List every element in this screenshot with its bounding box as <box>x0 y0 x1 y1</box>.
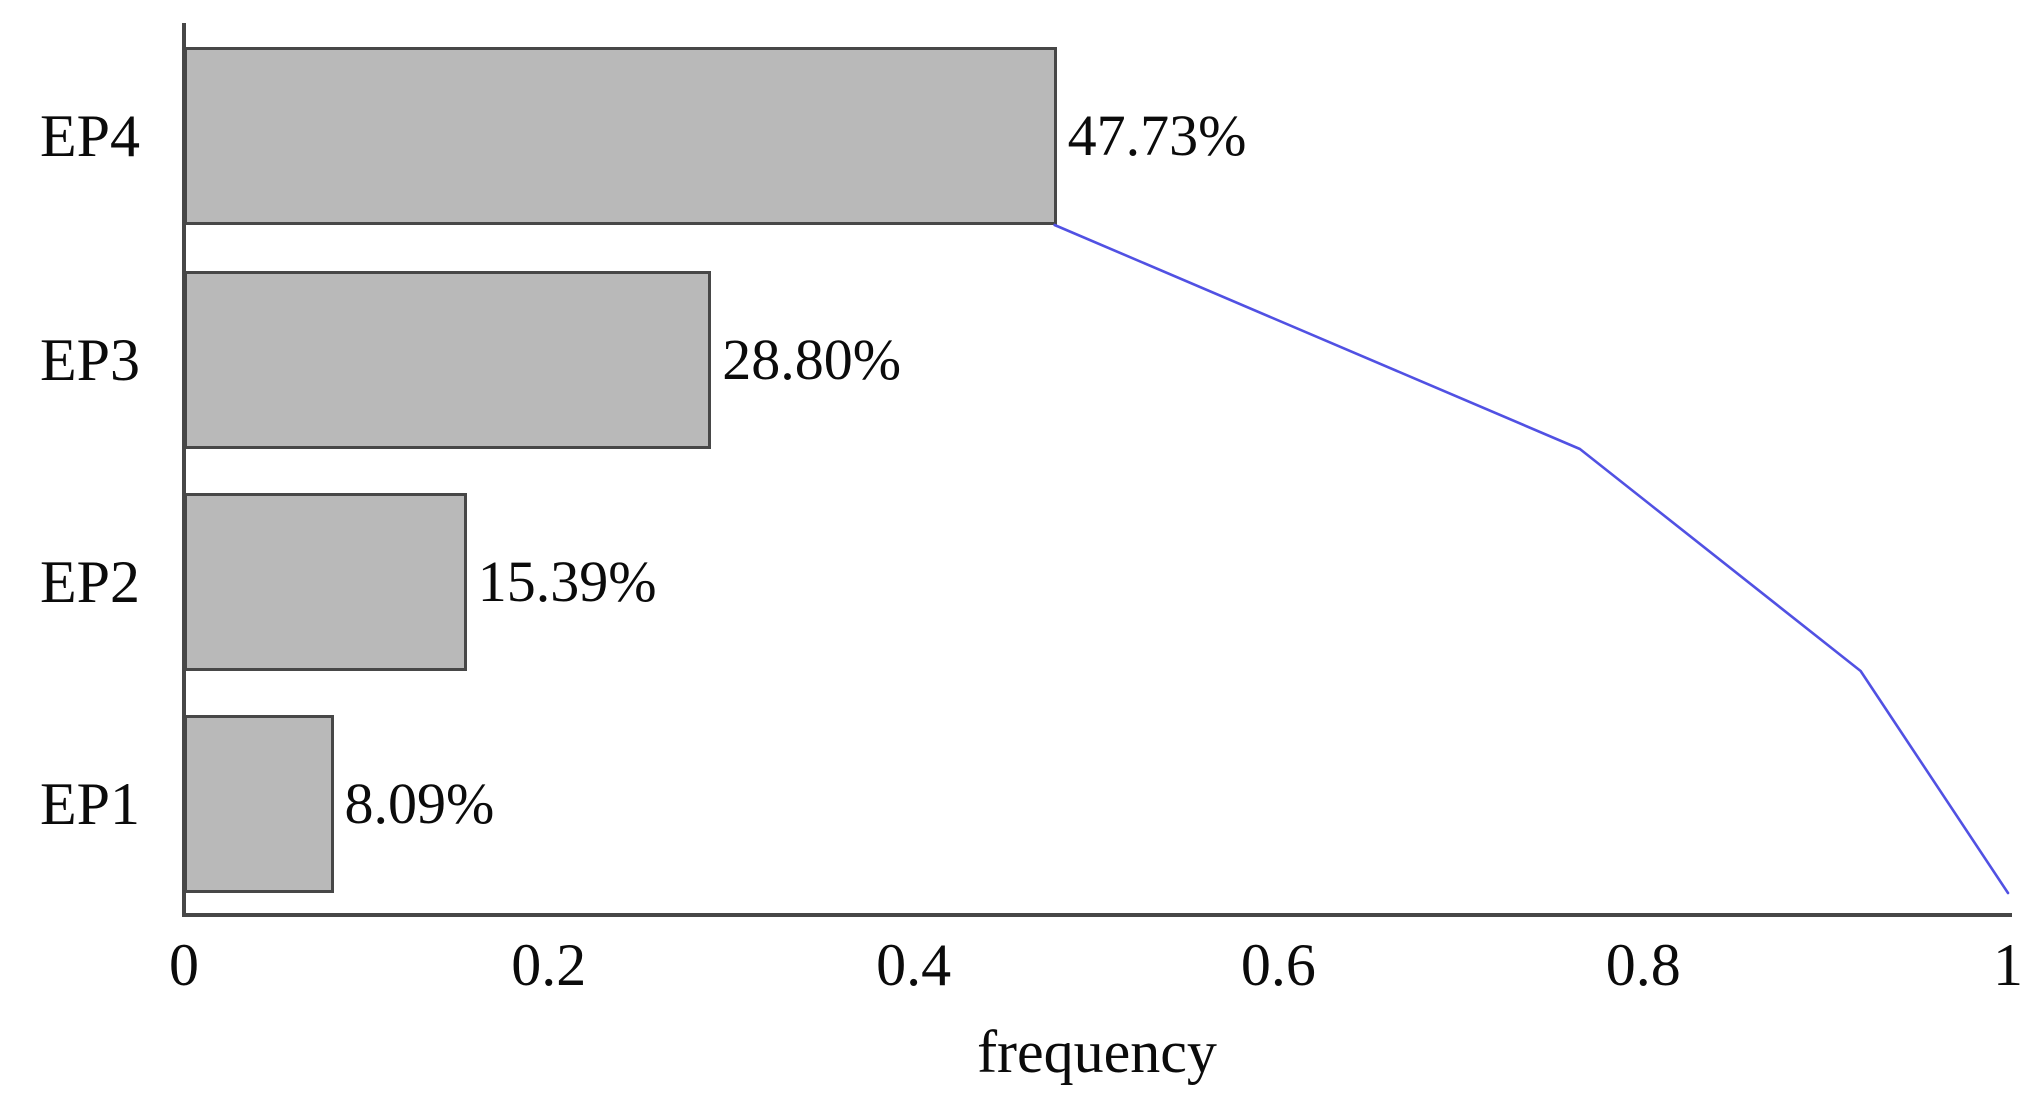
category-label: EP2 <box>39 549 140 615</box>
x-axis-title: frequency <box>977 1019 1217 1085</box>
bar-value-label: 15.39% <box>477 549 657 614</box>
x-tick-label: 1 <box>1993 932 2023 998</box>
y-axis-line <box>182 23 186 917</box>
category-label: EP4 <box>39 103 140 169</box>
category-label: EP1 <box>39 771 140 837</box>
bar-value-label: 47.73% <box>1067 103 1247 168</box>
bar-ep2 <box>184 493 467 671</box>
bar-ep3 <box>184 271 712 449</box>
bar-ep1 <box>184 715 334 893</box>
x-tick-label: 0 <box>169 932 199 998</box>
bar-value-label: 8.09% <box>344 771 495 836</box>
x-tick-label: 0.8 <box>1605 932 1681 998</box>
bar-value-label: 28.80% <box>722 327 902 392</box>
category-label: EP3 <box>39 327 140 393</box>
x-tick-label: 0.2 <box>511 932 587 998</box>
x-tick-label: 0.6 <box>1240 932 1316 998</box>
cumulative-frequency-line <box>1053 223 2010 895</box>
x-tick-label: 0.4 <box>876 932 952 998</box>
x-axis-line <box>182 913 2012 917</box>
bar-ep4 <box>184 47 1057 225</box>
